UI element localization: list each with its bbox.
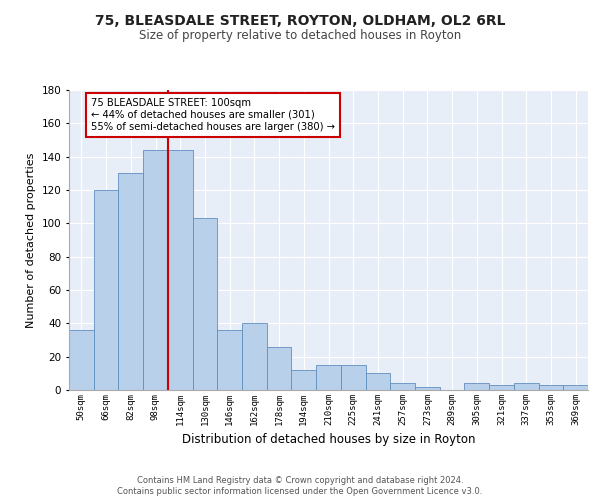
- Bar: [464, 384, 489, 390]
- Bar: [292, 370, 316, 390]
- Bar: [563, 385, 588, 390]
- Bar: [316, 365, 341, 390]
- Text: Contains public sector information licensed under the Open Government Licence v3: Contains public sector information licen…: [118, 487, 482, 496]
- Y-axis label: Number of detached properties: Number of detached properties: [26, 152, 36, 328]
- Text: Contains HM Land Registry data © Crown copyright and database right 2024.: Contains HM Land Registry data © Crown c…: [137, 476, 463, 485]
- Bar: [341, 365, 365, 390]
- Text: 75 BLEASDALE STREET: 100sqm
← 44% of detached houses are smaller (301)
55% of se: 75 BLEASDALE STREET: 100sqm ← 44% of det…: [91, 98, 335, 132]
- Bar: [267, 346, 292, 390]
- Text: 75, BLEASDALE STREET, ROYTON, OLDHAM, OL2 6RL: 75, BLEASDALE STREET, ROYTON, OLDHAM, OL…: [95, 14, 505, 28]
- Bar: [143, 150, 168, 390]
- Bar: [94, 190, 118, 390]
- Bar: [489, 385, 514, 390]
- Bar: [539, 385, 563, 390]
- Bar: [390, 384, 415, 390]
- Bar: [242, 324, 267, 390]
- Bar: [415, 386, 440, 390]
- Bar: [217, 330, 242, 390]
- Bar: [69, 330, 94, 390]
- Bar: [365, 374, 390, 390]
- X-axis label: Distribution of detached houses by size in Royton: Distribution of detached houses by size …: [182, 434, 475, 446]
- Bar: [193, 218, 217, 390]
- Text: Size of property relative to detached houses in Royton: Size of property relative to detached ho…: [139, 29, 461, 42]
- Bar: [168, 150, 193, 390]
- Bar: [118, 174, 143, 390]
- Bar: [514, 384, 539, 390]
